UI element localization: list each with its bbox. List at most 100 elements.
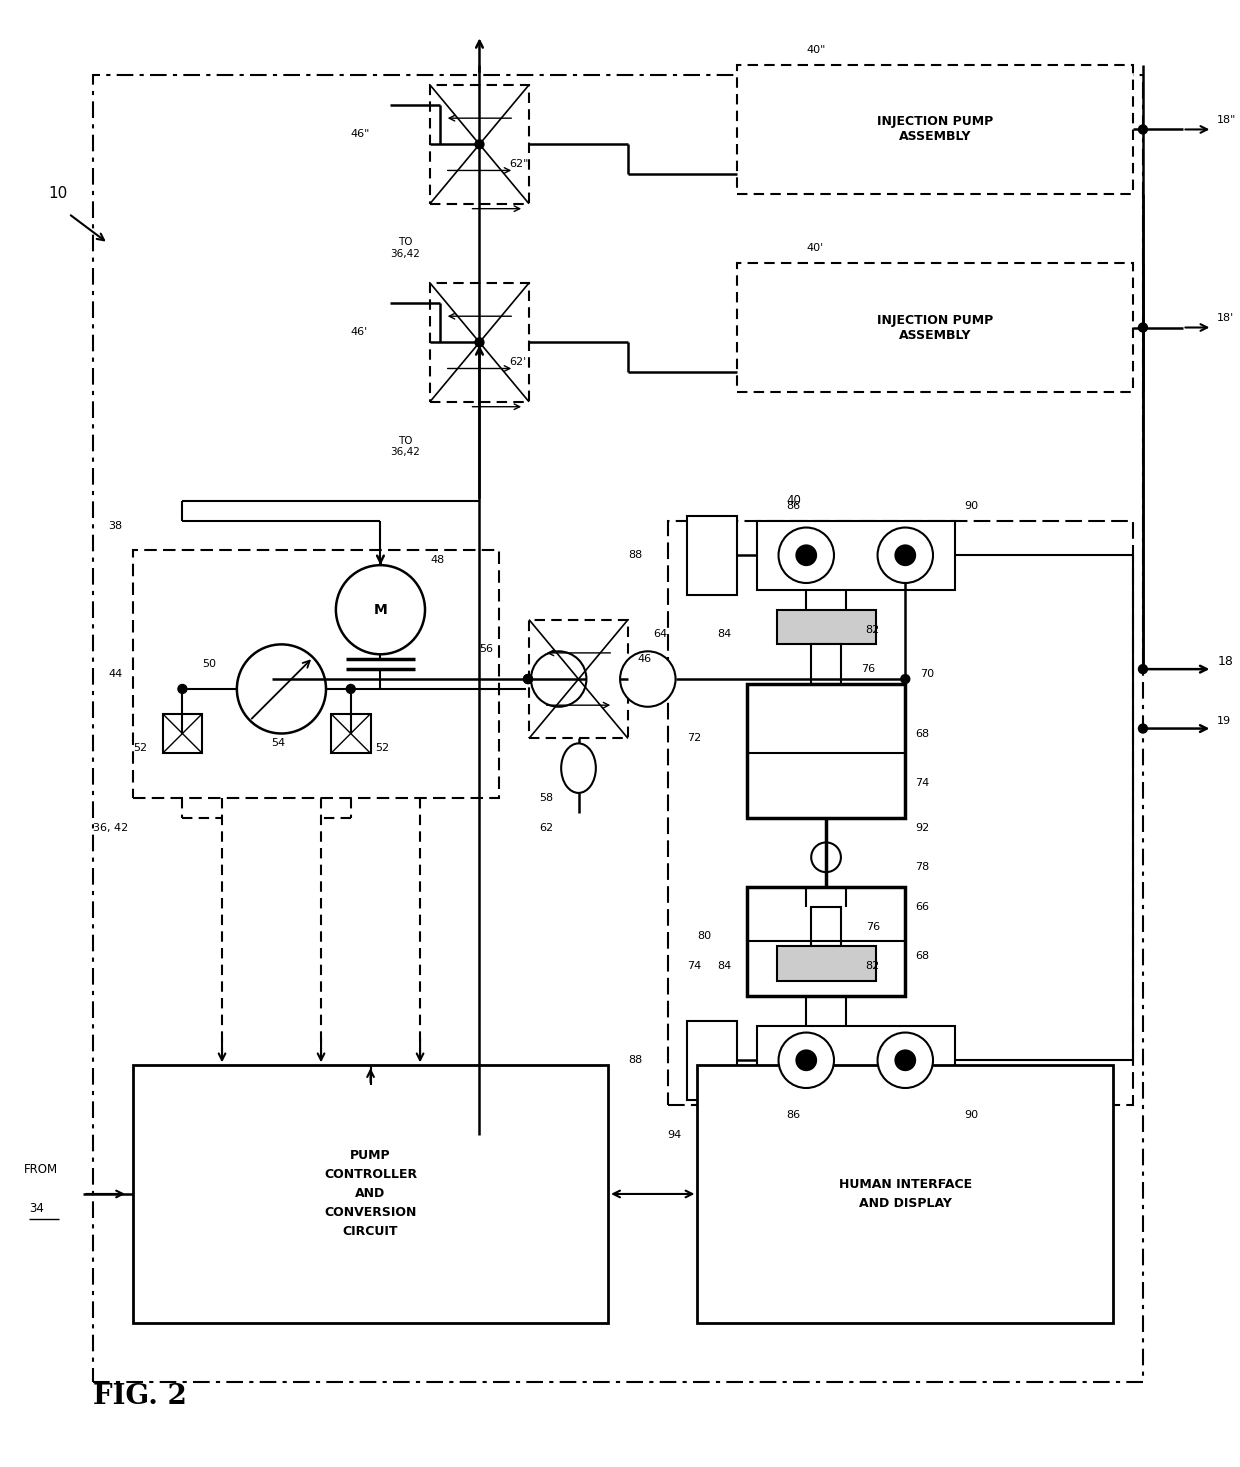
Text: 19: 19 <box>1218 716 1231 726</box>
Circle shape <box>620 651 676 707</box>
Bar <box>430 85 529 204</box>
Text: 64: 64 <box>652 629 667 640</box>
Circle shape <box>795 1049 817 1071</box>
Text: 94: 94 <box>667 1130 682 1140</box>
Text: INJECTION PUMP
ASSEMBLY: INJECTION PUMP ASSEMBLY <box>877 116 993 144</box>
Bar <box>811 644 841 684</box>
Text: FIG. 2: FIG. 2 <box>93 1383 187 1410</box>
Bar <box>756 1025 955 1094</box>
Circle shape <box>878 1033 932 1089</box>
Text: 46: 46 <box>637 654 652 665</box>
Circle shape <box>531 651 587 707</box>
Bar <box>776 610 875 644</box>
Text: 90: 90 <box>965 1109 978 1119</box>
Circle shape <box>346 685 355 694</box>
Text: 76: 76 <box>866 921 880 932</box>
Bar <box>811 907 841 946</box>
Text: 46": 46" <box>351 129 370 139</box>
Circle shape <box>900 675 910 684</box>
Bar <box>529 619 627 738</box>
Text: 74: 74 <box>915 778 930 788</box>
Ellipse shape <box>562 744 596 794</box>
Bar <box>737 65 1133 194</box>
Text: 84: 84 <box>717 629 732 640</box>
Bar <box>93 75 1143 1382</box>
Bar <box>687 515 737 594</box>
Bar <box>746 684 905 817</box>
Text: 38: 38 <box>108 521 123 531</box>
Text: 48: 48 <box>430 555 444 565</box>
Text: 10: 10 <box>48 186 68 201</box>
Text: TO
36,42: TO 36,42 <box>391 238 420 260</box>
Circle shape <box>336 565 425 654</box>
Text: 18": 18" <box>1218 114 1236 125</box>
Text: 46': 46' <box>351 327 368 337</box>
Text: 82: 82 <box>866 625 880 635</box>
Text: 18': 18' <box>1218 312 1235 323</box>
Text: 74: 74 <box>687 961 702 971</box>
Circle shape <box>878 528 932 582</box>
Text: HUMAN INTERFACE
AND DISPLAY: HUMAN INTERFACE AND DISPLAY <box>838 1178 972 1210</box>
Text: 62: 62 <box>539 823 553 833</box>
Text: 18: 18 <box>1218 654 1233 667</box>
Bar <box>162 713 202 754</box>
Text: 90: 90 <box>965 500 978 511</box>
Bar <box>697 1065 1114 1323</box>
Circle shape <box>475 139 484 148</box>
Circle shape <box>795 544 817 566</box>
Bar <box>687 1021 737 1100</box>
Text: 66: 66 <box>915 902 929 912</box>
Bar <box>331 713 371 754</box>
Circle shape <box>779 528 835 582</box>
Circle shape <box>1138 665 1147 673</box>
Text: 40": 40" <box>806 45 826 56</box>
Bar <box>776 946 875 981</box>
Circle shape <box>1138 725 1147 734</box>
Text: TO
36,42: TO 36,42 <box>391 436 420 458</box>
Text: M: M <box>373 603 387 616</box>
Bar <box>430 283 529 402</box>
Circle shape <box>523 675 532 684</box>
Text: 76: 76 <box>861 665 875 675</box>
Text: 52: 52 <box>376 744 389 754</box>
Text: 44: 44 <box>108 669 123 679</box>
Circle shape <box>1138 323 1147 332</box>
Bar <box>133 550 500 798</box>
Text: 86: 86 <box>786 500 801 511</box>
Bar <box>667 521 1133 1105</box>
Circle shape <box>894 1049 916 1071</box>
Text: 40: 40 <box>786 494 801 508</box>
Bar <box>133 1065 608 1323</box>
Text: 92: 92 <box>915 823 930 833</box>
Circle shape <box>1138 125 1147 133</box>
Bar <box>756 521 955 590</box>
Text: 72: 72 <box>687 734 702 744</box>
Text: INJECTION PUMP
ASSEMBLY: INJECTION PUMP ASSEMBLY <box>877 314 993 342</box>
Text: 36, 42: 36, 42 <box>93 823 129 833</box>
Circle shape <box>779 1033 835 1089</box>
Text: 56: 56 <box>480 644 494 654</box>
Circle shape <box>523 675 532 684</box>
Circle shape <box>237 644 326 734</box>
Text: 68: 68 <box>915 729 929 738</box>
Text: 88: 88 <box>627 550 642 560</box>
Bar <box>746 888 905 996</box>
Text: 80: 80 <box>697 932 712 942</box>
Text: 62": 62" <box>510 158 528 169</box>
Circle shape <box>475 337 484 346</box>
Bar <box>737 263 1133 392</box>
Circle shape <box>179 685 187 694</box>
Text: 50: 50 <box>202 659 216 669</box>
Text: 58: 58 <box>539 792 553 802</box>
Text: 70: 70 <box>920 669 934 679</box>
Text: 34: 34 <box>29 1203 43 1215</box>
Text: 88: 88 <box>627 1055 642 1065</box>
Text: 54: 54 <box>272 738 285 748</box>
Text: 52: 52 <box>133 744 148 754</box>
Text: PUMP
CONTROLLER
AND
CONVERSION
CIRCUIT: PUMP CONTROLLER AND CONVERSION CIRCUIT <box>324 1150 417 1238</box>
Text: FROM: FROM <box>24 1163 58 1175</box>
Text: 62': 62' <box>510 356 527 367</box>
Text: 68: 68 <box>915 951 929 961</box>
Text: 40': 40' <box>806 244 823 254</box>
Circle shape <box>894 544 916 566</box>
